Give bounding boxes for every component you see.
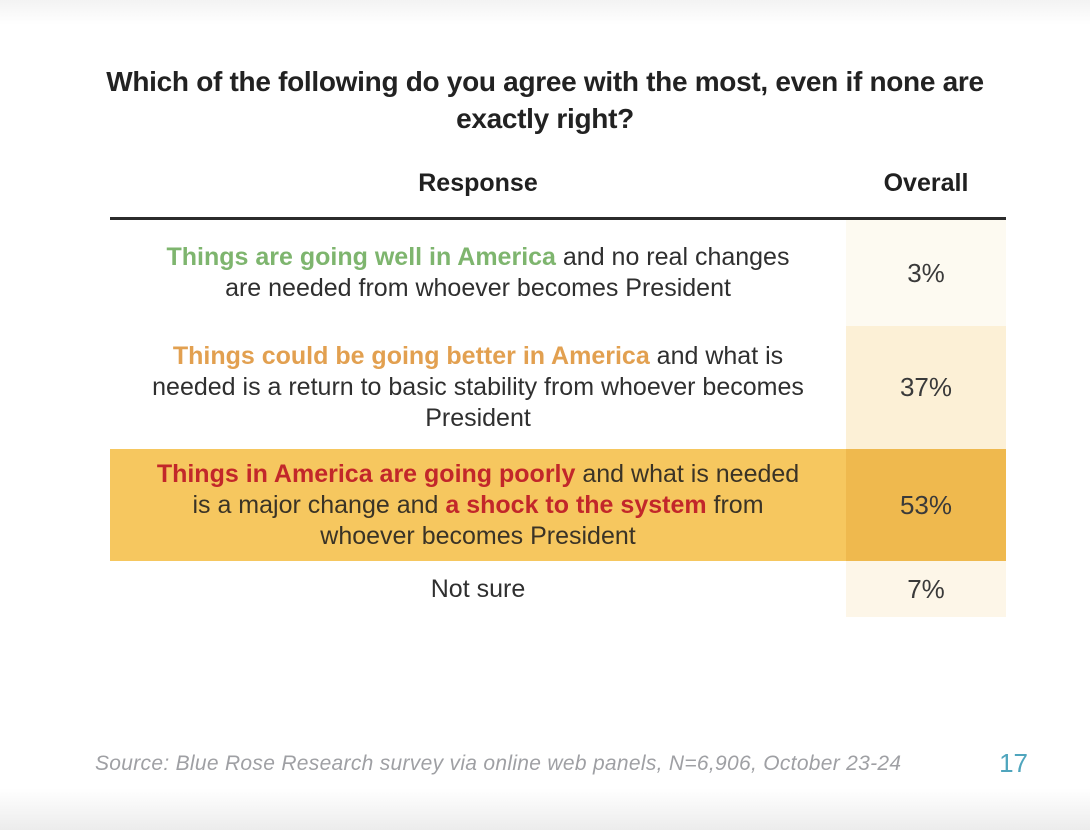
response-segment-highlight: Things in America are going poorly [156,459,576,488]
response-segment-highlight: a shock to the system [445,490,707,519]
table-row: Things could be going better in America … [110,326,1006,449]
response-segment-highlight: Things are going well in America [166,243,556,271]
response-segment-plain: and what is needed is a return to basic … [152,342,804,432]
response-cell: Things are going well in America and no … [110,220,846,326]
overall-cell: 7% [846,561,1006,617]
response-segment-highlight: Things could be going better in America [172,342,650,370]
response-text: Things are going well in America and no … [146,242,811,304]
overall-cell: 53% [846,449,1006,561]
response-text: Things in America are going poorly and w… [146,459,811,552]
overall-cell: 3% [846,220,1006,326]
response-segment-plain: and what is needed is a major change and [192,459,800,519]
table-row: Not sure 7% [110,561,1006,617]
results-table: Response Overall Things are going well i… [110,150,1006,617]
response-segment-plain: and no real changes are needed from whoe… [225,243,790,302]
response-cell: Not sure [110,561,846,617]
table-row-highlighted: Things in America are going poorly and w… [110,449,1006,561]
page-title: Which of the following do you agree with… [106,66,984,134]
overall-value: 7% [907,573,945,604]
response-text: Not sure [431,574,525,605]
table-row: Things are going well in America and no … [110,220,1006,326]
response-segment-plain: from whoever becomes President [320,490,764,550]
overall-value: 37% [899,372,953,402]
response-cell: Things in America are going poorly and w… [110,449,846,561]
page-number: 17 [999,748,1028,778]
source-text: Source: Blue Rose Research survey via on… [95,752,902,775]
overall-value: 3% [907,257,945,288]
table-header-row: Response Overall [110,150,1006,220]
overall-column-header: Overall [883,169,969,197]
response-segment-plain: Not sure [430,574,526,603]
response-cell: Things could be going better in America … [110,326,846,449]
overall-cell: 37% [846,326,1006,449]
overall-value: 53% [899,489,953,520]
response-text: Things could be going better in America … [146,341,811,434]
response-column-header: Response [418,169,538,197]
